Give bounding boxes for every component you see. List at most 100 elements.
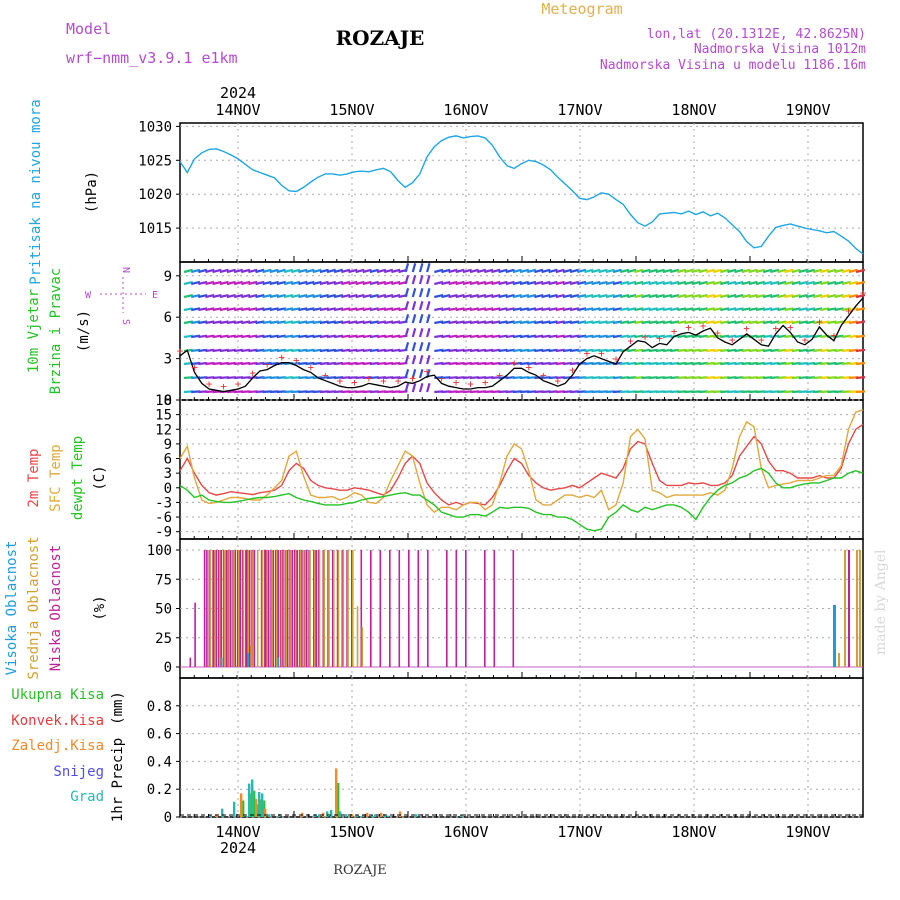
- wind-gust-marker: +: [438, 372, 445, 385]
- credit-watermark: made by Angel: [873, 549, 889, 655]
- wind-barb: [512, 307, 522, 312]
- wind-barb: [411, 342, 417, 352]
- precip-bar: [209, 815, 212, 817]
- wind-barb: [219, 320, 229, 325]
- low-cloud-bar: [234, 550, 237, 667]
- wind-gust-marker: +: [264, 358, 271, 371]
- day-label-bottom-2: 16NOV: [443, 823, 488, 841]
- wind-barb: [190, 307, 201, 312]
- low-cloud-bar: [225, 550, 228, 667]
- cloud-unit: (%): [92, 595, 108, 620]
- low-cloud-bar: [327, 550, 329, 667]
- mid-cloud-bar: [252, 550, 254, 667]
- wind-barb: [291, 294, 301, 299]
- mid-cloud-bar: [328, 550, 330, 667]
- wind-gust-marker: +: [860, 286, 867, 299]
- low-cloud-bar: [212, 550, 214, 667]
- wind-barb: [426, 301, 431, 311]
- wind-barb: [612, 294, 623, 299]
- wind-barb: [411, 314, 417, 324]
- wind-barb: [404, 354, 410, 365]
- wind-barb: [248, 268, 258, 274]
- low-cloud-bar: [279, 550, 282, 667]
- wind-barb: [584, 294, 594, 299]
- wind-barb: [312, 268, 322, 274]
- wind-barb: [534, 268, 544, 274]
- wind-barb: [426, 275, 431, 285]
- wind-barb: [226, 280, 236, 286]
- wind-barb: [720, 268, 730, 274]
- cloud-bar-late: [838, 653, 840, 667]
- wind-barb: [305, 280, 315, 286]
- wind-barb: [669, 268, 680, 274]
- precip-unit-2: (mm): [110, 691, 126, 725]
- wind-barb: [418, 355, 424, 365]
- wind-barb: [598, 280, 608, 286]
- precip-bar: [221, 808, 224, 817]
- mid-cloud-bar: [361, 627, 364, 667]
- wind-barb: [748, 294, 758, 299]
- mid-cloud-bar: [294, 550, 297, 667]
- wind-barb: [827, 307, 837, 312]
- wind-barb: [418, 263, 424, 273]
- wind-gust-marker: +: [482, 376, 489, 389]
- wind-barb: [813, 320, 823, 325]
- wind-barb: [491, 307, 501, 312]
- wind-barb: [827, 268, 837, 274]
- wind-barb: [262, 280, 272, 286]
- wind-barb: [319, 268, 329, 274]
- low-cloud-bar: [322, 550, 325, 667]
- wind-barb: [462, 320, 472, 325]
- wind-barb: [205, 280, 215, 286]
- wind-barb: [198, 268, 208, 274]
- cloud-bar-late: [844, 550, 846, 667]
- wind-barb: [355, 280, 365, 286]
- low-cloud-bar: [294, 550, 296, 667]
- model-label: Model: [66, 20, 111, 38]
- wind-barb: [577, 307, 587, 312]
- wind-barb: [734, 320, 744, 325]
- wind-barb: [698, 268, 708, 274]
- wind-barb: [605, 294, 615, 299]
- wind-barb: [298, 320, 308, 325]
- wind-barb: [662, 294, 673, 299]
- wind-barb: [448, 320, 458, 325]
- wind-barb: [376, 280, 387, 286]
- wind-barb: [404, 341, 410, 352]
- wind-barb: [834, 307, 844, 312]
- wind-barb: [591, 307, 601, 312]
- wind-barb: [705, 268, 715, 274]
- wind-barb: [219, 294, 229, 299]
- low-cloud-bar: [272, 550, 275, 667]
- wind-barb: [526, 294, 537, 299]
- wind-barb: [469, 280, 480, 286]
- wind-gust-marker: +: [525, 361, 532, 374]
- model-name: wrf−nmm_v3.9.1 e1km: [66, 49, 238, 67]
- wind-barb: [262, 320, 272, 325]
- wind-barb: [505, 307, 515, 312]
- y-tick-label-2-7: 12: [155, 422, 172, 438]
- wind-barb: [411, 328, 417, 338]
- precip-bar: [240, 793, 243, 817]
- wind-barb: [319, 307, 329, 312]
- precip-bar: [371, 815, 374, 817]
- low-cloud-bar: [275, 550, 277, 667]
- precip-bar: [356, 815, 359, 817]
- wind-barb: [298, 268, 308, 274]
- wind-barb: [677, 294, 687, 299]
- wind-barb: [411, 275, 417, 285]
- compass-w-label: W: [85, 290, 92, 301]
- low-cloud-bar: [253, 550, 256, 667]
- wind-barb: [555, 280, 565, 286]
- wind-barb: [283, 307, 294, 312]
- wind-gust-marker: +: [729, 333, 736, 346]
- wind-barb: [355, 307, 365, 312]
- wind-barb: [519, 320, 530, 325]
- wind-barb: [426, 355, 431, 365]
- wind-barb: [662, 307, 673, 312]
- wind-gust-marker: +: [627, 335, 634, 348]
- wind-barb: [648, 294, 658, 299]
- wind-barb: [498, 268, 508, 274]
- low-cloud-bar: [455, 550, 458, 667]
- wind-gust-marker: +: [322, 369, 329, 382]
